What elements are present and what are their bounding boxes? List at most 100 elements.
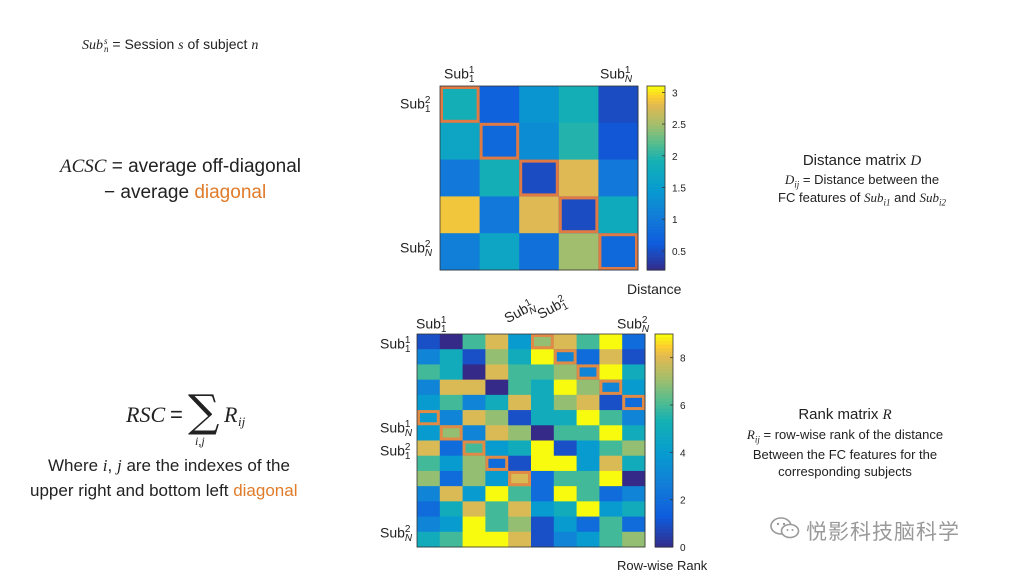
matrix-cell [439, 486, 464, 502]
colorbar-segment [655, 525, 673, 530]
matrix-cell [622, 501, 646, 518]
matrix-cell [479, 86, 520, 124]
colorbar-segment [647, 174, 665, 179]
matrix-cell [599, 334, 623, 350]
colorbar-segment [647, 181, 665, 185]
matrix-cell [508, 410, 532, 426]
diagonal-highlight [439, 425, 463, 441]
matrix-cell [462, 516, 486, 533]
colorbar-segment [655, 444, 673, 449]
colorbar-segment [655, 422, 673, 427]
colorbar-segment [647, 92, 665, 96]
matrix-cell [508, 486, 532, 502]
colorbar-segment [647, 236, 665, 240]
matrix-cell [558, 196, 599, 234]
colorbar-segment [647, 263, 665, 268]
colorbar-segment [647, 187, 665, 191]
sup-s: s [104, 36, 108, 47]
matrix-cell [558, 233, 599, 271]
matrix-cell [531, 516, 555, 533]
matrix-cell [417, 516, 441, 533]
matrix-cell [462, 364, 486, 381]
rank-line3: corresponding subjects [778, 463, 912, 479]
colorbar-segment [647, 193, 665, 197]
matrix-cell [599, 349, 623, 365]
colorbar-segment [647, 266, 665, 271]
colorbar-segment [655, 536, 673, 541]
matrix-cell [598, 122, 639, 161]
matrix-cell [553, 410, 578, 426]
matrix-cell [553, 516, 578, 533]
matrix-cell [599, 516, 623, 533]
colorbar-segment [655, 518, 673, 523]
rank-matrix [416, 333, 646, 548]
diagonal-highlight [519, 159, 559, 197]
matrix-cell [485, 364, 509, 381]
rank-symbol: R [882, 407, 892, 423]
matrix-cell [553, 470, 578, 487]
colorbar-segment [647, 89, 665, 93]
matrix-cell [531, 394, 555, 411]
matrix-cell [462, 501, 486, 518]
rsc-j: j [116, 456, 122, 475]
matrix-cell [576, 394, 600, 411]
matrix-cell [558, 159, 599, 197]
matrix-cell [576, 516, 600, 533]
matrix-cell [531, 486, 555, 502]
matrix-cell [417, 364, 441, 381]
matrix-cell [485, 379, 509, 396]
distance-matrix [439, 85, 639, 271]
matrix-cell [485, 425, 509, 441]
matrix-cell [417, 440, 441, 457]
matrix-cell [598, 86, 639, 124]
matrix-cell [622, 394, 646, 411]
colorbar-segment [647, 208, 665, 213]
diagonal-highlight [508, 470, 532, 487]
colorbar-segment [647, 251, 665, 256]
wechat-icon [770, 516, 800, 546]
colorbar-segment [647, 138, 665, 142]
colorbar-tick-label: 2.5 [672, 120, 686, 131]
colorbar-segment [647, 101, 665, 105]
colorbar-segment [647, 190, 665, 194]
matrix-cell [576, 334, 600, 350]
matrix-cell [576, 379, 600, 396]
matrix-cell [439, 531, 464, 548]
m1-label-left-top: Sub 2 1 [400, 95, 431, 115]
matrix-cell [417, 394, 441, 411]
colorbar-segment [655, 483, 673, 488]
colorbar-segment [647, 141, 665, 145]
matrix-cell [622, 531, 646, 548]
m1-label-left-bottom: Sub 2 N [400, 239, 433, 259]
colorbar-segment [647, 162, 665, 167]
colorbar-segment [655, 454, 673, 459]
distance-symbol: D [910, 153, 922, 169]
matrix-cell [519, 86, 560, 124]
diagonal-highlight [553, 349, 577, 365]
matrix-cell [553, 440, 578, 457]
rsc-diagonal: diagonal [233, 481, 298, 500]
matrix-cell [462, 455, 486, 472]
colorbar-tick-label: 1.5 [672, 184, 686, 195]
colorbar-segment [655, 412, 673, 417]
colorbar-tick-label: 6 [680, 401, 686, 412]
colorbar-segment [647, 147, 665, 151]
matrix-cell [485, 440, 509, 457]
colorbar-segment [655, 408, 673, 413]
matrix-cell [485, 334, 509, 350]
matrix-cell [439, 364, 464, 381]
matrix-cell [439, 349, 464, 365]
colorbar-segment [655, 500, 673, 505]
colorbar-segment [647, 257, 665, 262]
matrix-cell [558, 86, 599, 124]
colorbar-segment [655, 348, 673, 353]
rij-symbol: R [746, 427, 755, 442]
header-s: s [178, 38, 184, 53]
diagonal-highlight [485, 455, 509, 471]
matrix-cell [622, 349, 646, 365]
rsc-eq: = [170, 402, 183, 427]
colorbar-segment [647, 107, 665, 112]
colorbar-segment [655, 493, 673, 498]
colorbar-segment [655, 451, 673, 456]
distance-line2: FC features of [778, 189, 865, 205]
